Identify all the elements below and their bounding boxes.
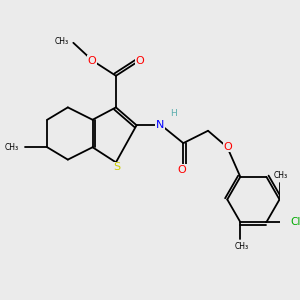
Text: H: H <box>170 109 177 118</box>
Text: CH₃: CH₃ <box>235 242 249 251</box>
Text: CH₃: CH₃ <box>55 37 69 46</box>
Text: O: O <box>136 56 144 66</box>
Text: CH₃: CH₃ <box>4 143 18 152</box>
Text: CH₃: CH₃ <box>274 171 288 180</box>
Text: Cl: Cl <box>290 217 300 227</box>
Text: O: O <box>178 165 186 175</box>
Text: O: O <box>224 142 232 152</box>
Text: O: O <box>88 56 96 66</box>
Text: S: S <box>113 162 120 172</box>
Text: N: N <box>156 120 164 130</box>
